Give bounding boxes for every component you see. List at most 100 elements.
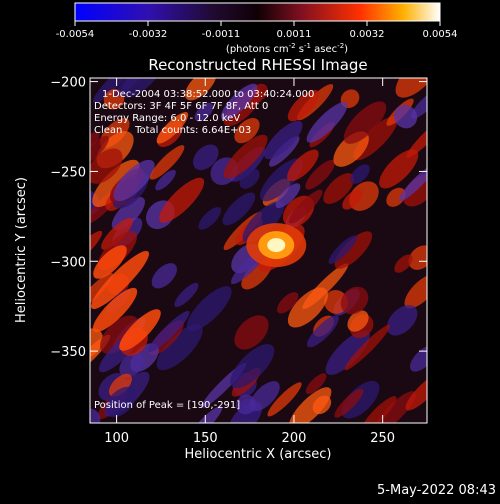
colorbar-tick-label: -0.0054 [56,29,95,40]
image-blob [192,144,219,171]
image-blob [186,286,232,332]
image-blob [239,168,260,189]
image-blob [374,391,416,423]
image-blob [275,183,301,209]
x-tick-label: 250 [370,431,395,446]
x-axis-ticks: 100 150 200 250 [104,78,395,446]
image-blob [101,217,133,250]
image-blob [334,231,373,269]
image-blob [156,324,203,371]
image-blob [398,164,427,202]
x-tick-label: 100 [104,431,129,446]
image-blob [90,135,109,166]
image-blob [343,101,387,144]
image-blob [230,344,275,389]
image-blob [220,83,258,120]
image-blob [90,131,100,149]
image-blob [306,315,339,348]
image-blob [90,272,114,310]
colorbar-units: (photons cm-2 s-1 asec-2) [226,42,348,55]
image-blob [305,373,327,395]
image-blob [249,381,280,412]
image-blob [411,90,427,119]
image-blob [406,118,427,158]
image-blob [194,102,214,122]
image-blob [323,173,355,205]
image-blob [393,104,418,129]
x-tick-label: 200 [282,431,307,446]
image-blob [386,187,406,207]
image-blob [264,120,303,160]
image-blob [405,373,427,411]
image-blob [342,189,363,210]
image-blob [289,387,332,423]
source-peak [267,238,286,253]
image-blob [328,235,358,264]
image-blob [267,382,302,417]
image-blob [350,164,370,184]
image-blob [410,345,427,372]
plot-title: Reconstructed RHESSI Image [148,56,367,74]
colorbar-ticks: -0.0054 -0.0032 -0.0011 0.0011 0.0032 0.0054 [56,21,458,40]
energy-range: Energy Range: 6.0 - 12.0 keV [94,113,240,124]
image-blob [113,159,155,202]
colorbar [74,2,441,22]
image-blob [287,287,328,328]
image-blob [404,274,427,309]
image-blob [90,230,103,266]
image-blob [93,245,127,279]
image-blob [305,159,335,190]
image-blob [148,310,190,353]
x-axis-label: Heliocentric X (arcsec) [185,447,332,462]
image-blob [287,90,320,122]
y-axis-label: Heliocentric Y (arcsec) [14,177,29,323]
image-blob [234,117,260,144]
image-blob [92,78,135,104]
x-tick-label: 150 [193,431,218,446]
y-axis-ticks: −200 −250 −300 −350 [50,76,427,360]
image-blob [174,282,199,307]
image-blob [105,386,137,418]
image-blob [386,304,418,336]
image-blob [155,169,176,191]
image-blob [223,134,268,179]
image-blob [361,396,397,423]
image-blob [151,263,177,289]
y-tick-label: −300 [50,255,86,270]
image-blob [341,380,380,419]
image-blob [344,324,391,371]
image-blob [92,287,138,333]
image-blob [340,286,369,315]
colorbar-tick-label: 0.0011 [277,29,312,40]
image-blob [149,145,185,180]
y-tick-label: −200 [50,76,86,91]
image-blob [306,102,348,143]
image-blob [395,78,427,98]
peak-position: Position of Peak = [190,-291] [94,400,240,411]
footer-date: 5-May-2022 08:43 [377,483,496,498]
image-blob [276,292,299,314]
reconstructed-image [90,78,427,423]
colorbar-tick-label: -0.0011 [202,29,241,40]
image-blob [190,406,223,423]
image-blob [108,373,132,397]
image-blob [119,309,161,351]
detectors-info: Detectors: 3F 4F 5F 6F 7F 8F, Att 0 [94,101,268,112]
colorbar-tick-label: 0.0032 [350,29,385,40]
image-blob [185,78,217,101]
image-blob [90,408,101,423]
image-blob [222,192,256,226]
image-blob [236,394,256,415]
colorbar-tick-label: 0.0054 [423,29,458,40]
image-blob [119,352,145,378]
image-blob [394,254,413,273]
plot-frame [89,77,428,424]
image-blob [198,207,222,230]
image-blob [156,112,189,144]
image-blob [111,196,145,231]
colorbar-tick-label: -0.0032 [129,29,168,40]
image-blob [287,149,319,182]
image-blob [234,315,269,350]
